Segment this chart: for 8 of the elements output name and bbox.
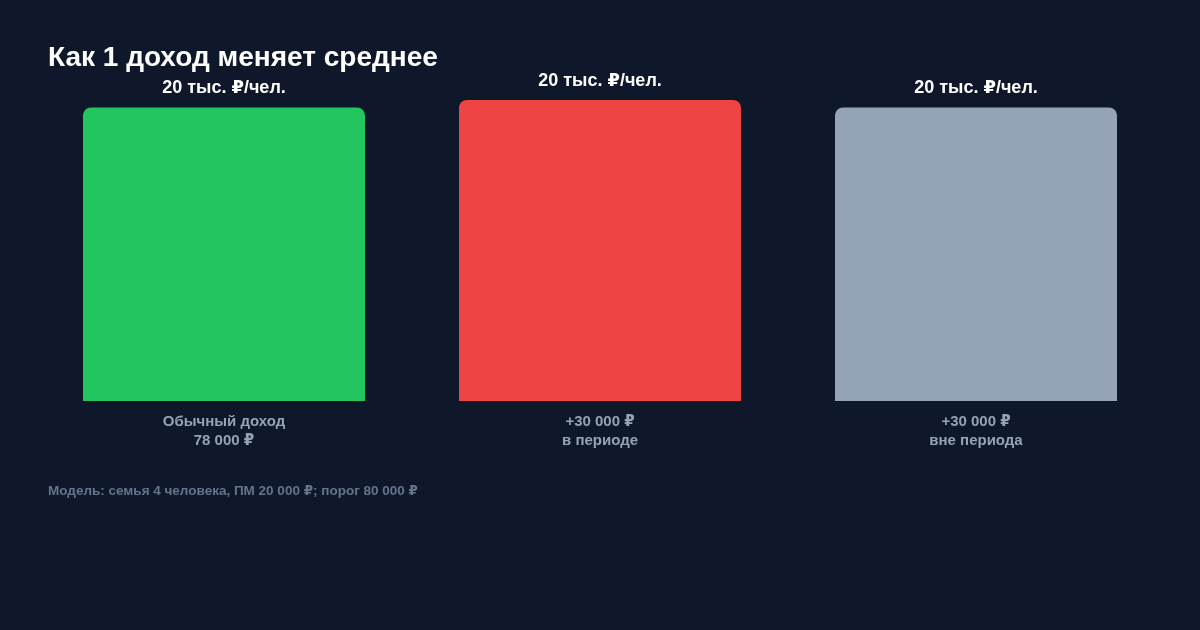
x-tick-label: Обычный доход 78 000 ₽: [162, 411, 286, 449]
x-tick-label: +30 000 ₽ вне периода: [929, 411, 1024, 449]
data-label: 20 тыс. ₽/чел.: [162, 77, 286, 98]
text: Модель: семья 4 человека, ПМ 20 000 ₽; порог 80 000 ₽: [48, 482, 418, 498]
data-label: 20 тыс. ₽/чел.: [914, 77, 1038, 98]
chart-title: Как 1 доход меняет среднее: [48, 40, 438, 72]
data-label: 20 тыс. ₽/чел.: [538, 69, 662, 90]
x-tick-label: +30 000 ₽ в периоде: [561, 411, 639, 449]
